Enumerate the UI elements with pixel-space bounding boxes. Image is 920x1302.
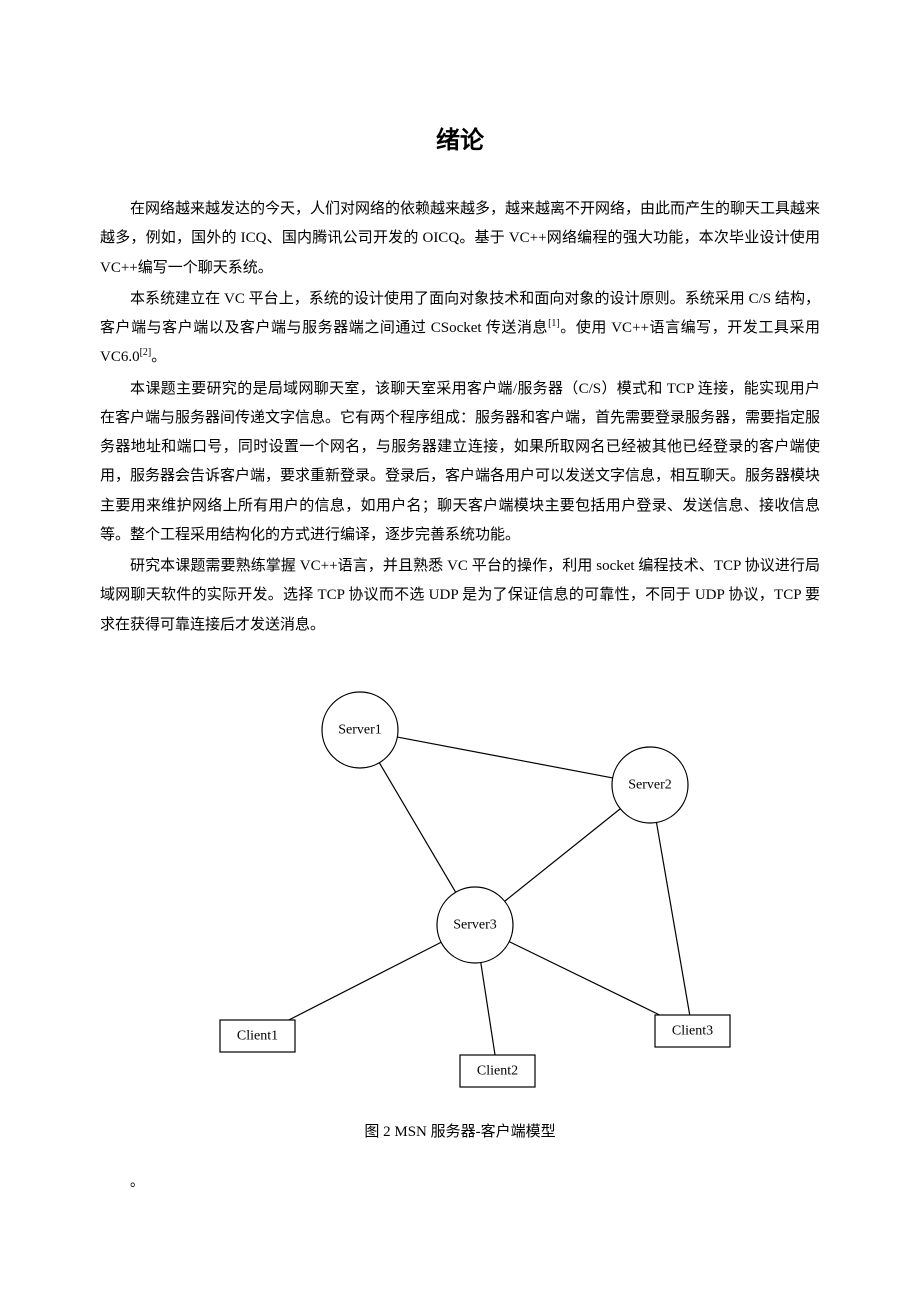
edge: [289, 942, 441, 1020]
edge: [481, 962, 495, 1054]
node-label-client2: Client2: [477, 1063, 518, 1078]
edge: [397, 737, 612, 778]
footnote-mark: 。: [130, 1171, 820, 1191]
edge: [509, 941, 660, 1014]
node-label-client1: Client1: [237, 1028, 278, 1043]
network-diagram: Server1 Server2 Server3 Client1 Client2 Clien…: [180, 670, 740, 1100]
paragraph-1: 在网络越来越发达的今天，人们对网络的依赖越来越多，越来越离不开网络，由此而产生的…: [100, 195, 820, 283]
paragraph-4: 研究本课题需要熟练掌握 VC++语言，并且熟悉 VC 平台的操作，利用 sock…: [100, 552, 820, 640]
node-label-server2: Server2: [628, 777, 672, 792]
paragraph-2: 本系统建立在 VC 平台上，系统的设计使用了面向对象技术和面向对象的设计原则。系…: [100, 285, 820, 373]
page-title: 绪论: [100, 120, 820, 155]
figure-caption: 图 2 MSN 服务器-客户端模型: [100, 1120, 820, 1141]
paragraph-3: 本课题主要研究的是局域网聊天室，该聊天室采用客户端/服务器（C/S）模式和 TC…: [100, 375, 820, 551]
edge: [505, 808, 621, 901]
node-label-server1: Server1: [338, 722, 382, 737]
edge: [379, 762, 455, 892]
document-page: 绪论 在网络越来越发达的今天，人们对网络的依赖越来越多，越来越离不开网络，由此而…: [0, 0, 920, 1251]
node-label-client3: Client3: [672, 1023, 713, 1038]
edge: [656, 822, 689, 1015]
node-label-server3: Server3: [453, 917, 497, 932]
